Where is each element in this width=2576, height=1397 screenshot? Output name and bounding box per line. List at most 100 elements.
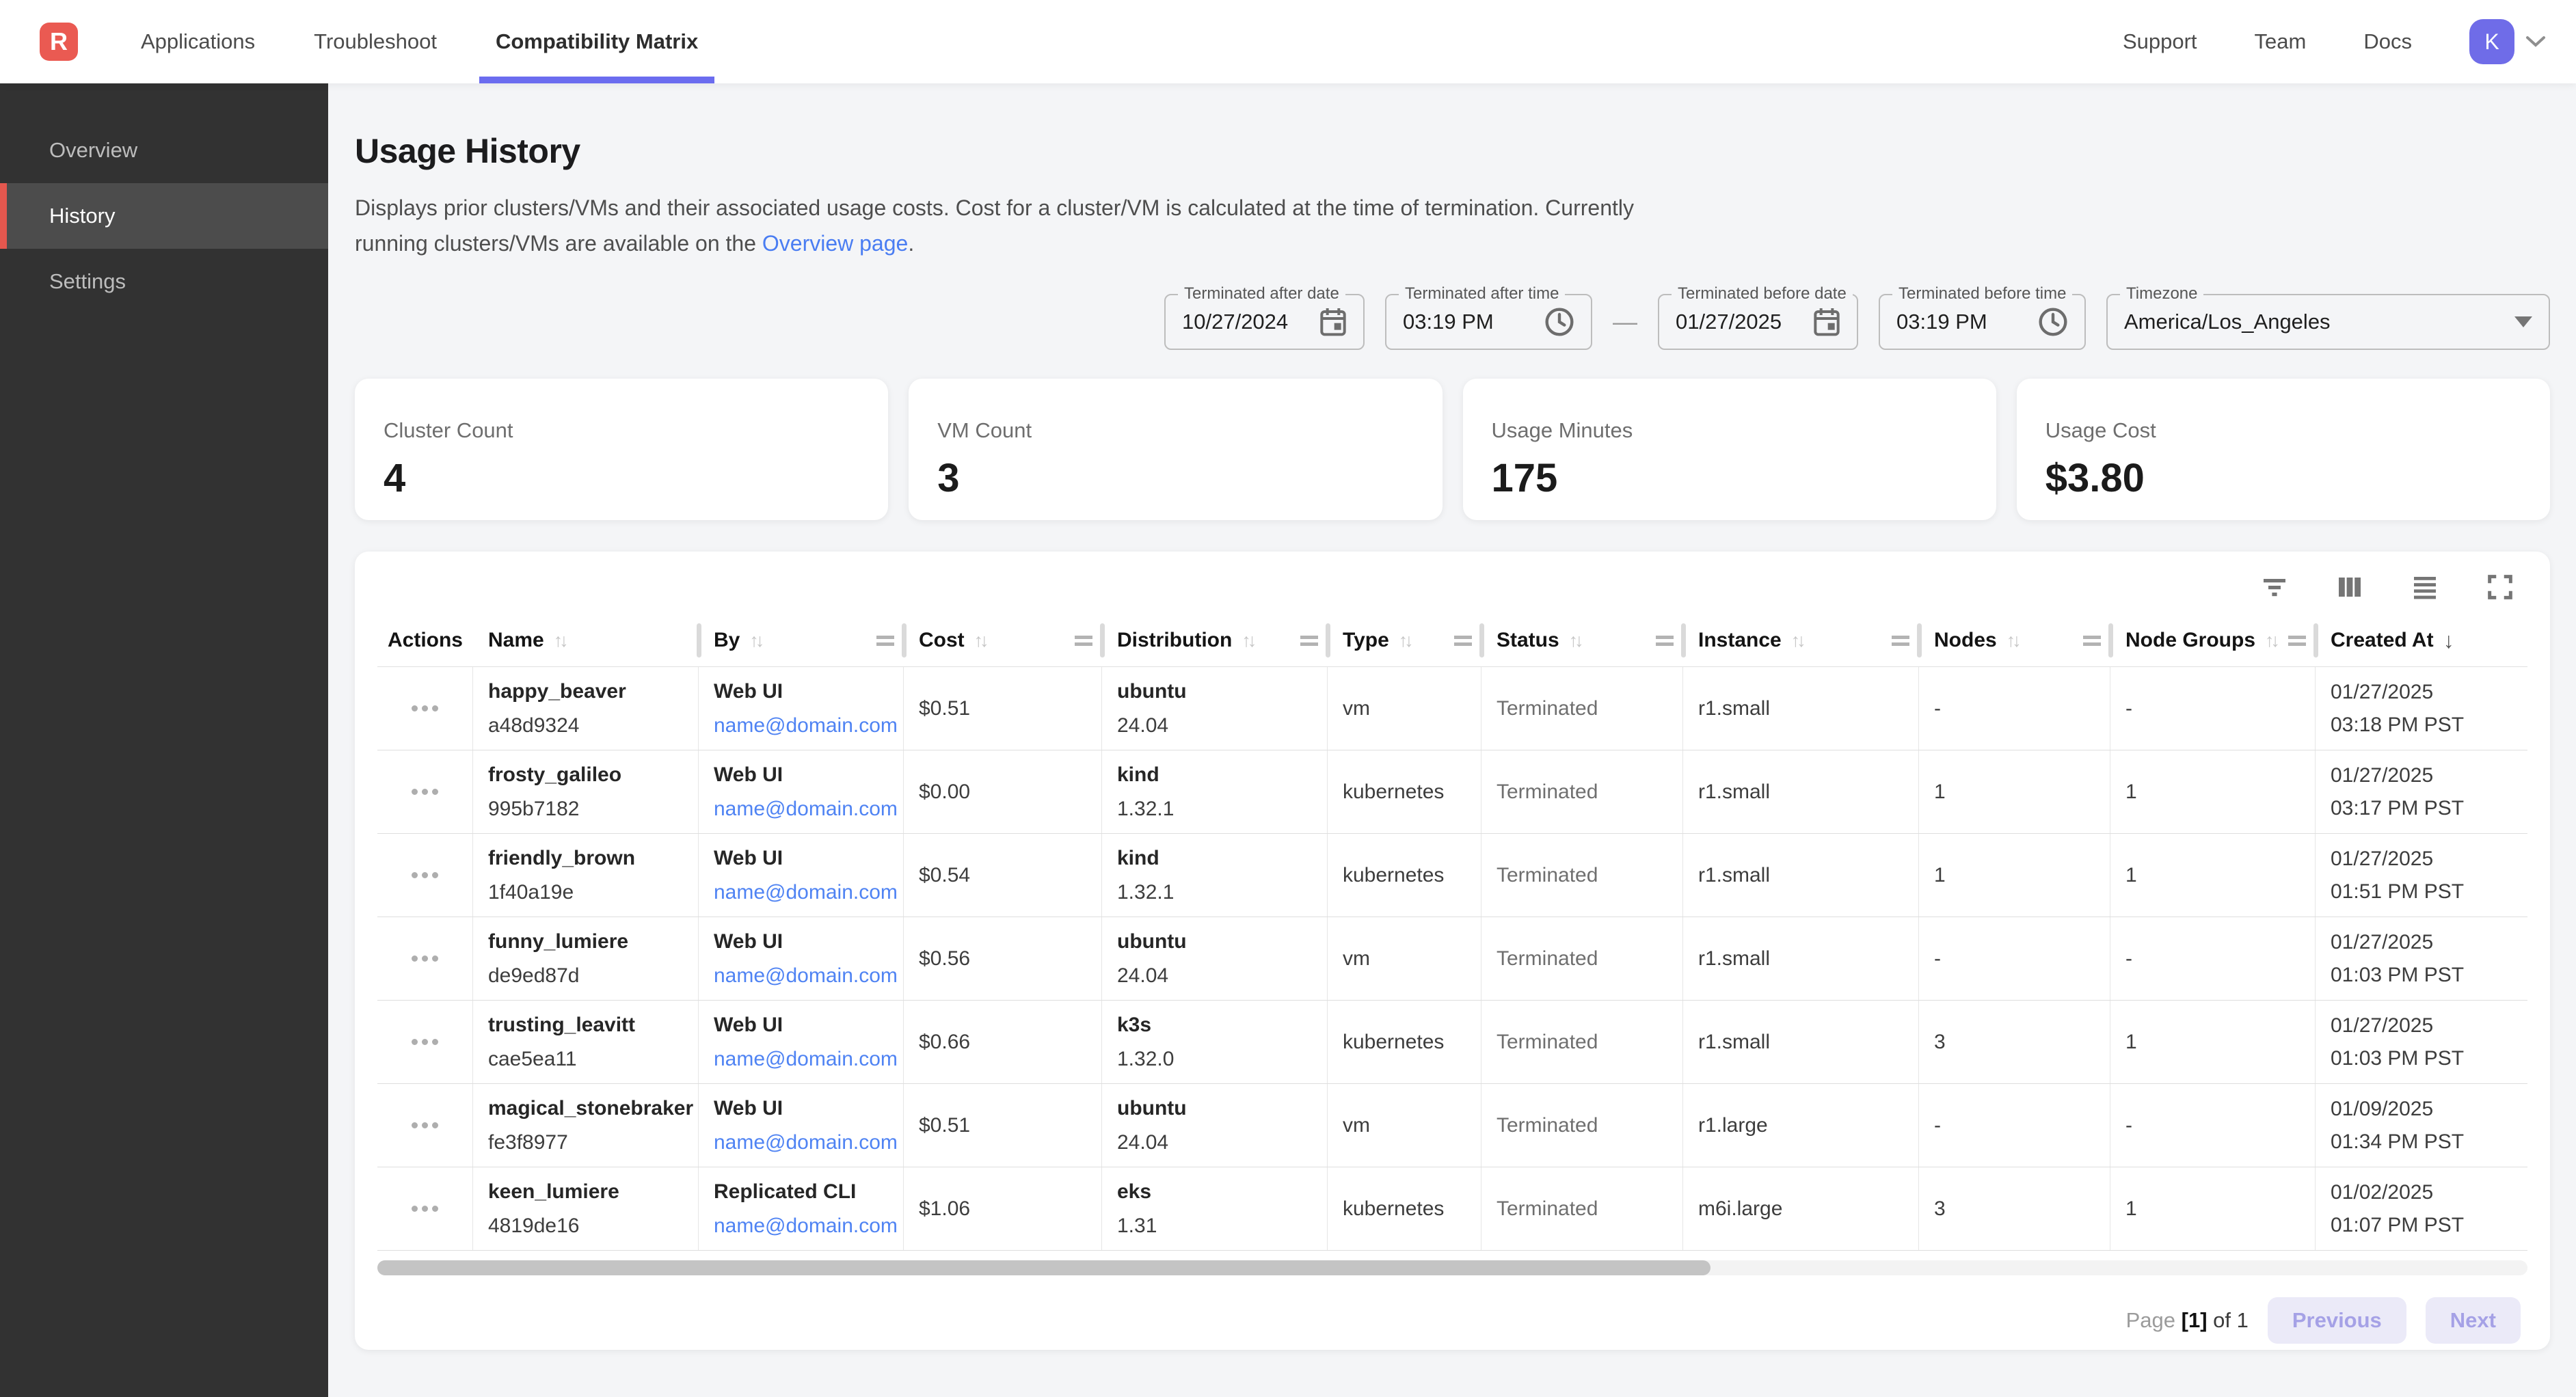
clock-icon[interactable] — [2038, 307, 2068, 337]
sidebar-item-history[interactable]: History — [0, 183, 328, 249]
column-menu-icon[interactable] — [1892, 635, 1909, 646]
column-header-nodes[interactable]: Nodes ↑↓ — [1919, 614, 2110, 666]
cost-value: $0.54 — [919, 863, 971, 886]
columns-icon[interactable] — [2332, 569, 2367, 605]
sort-icon[interactable]: ↑↓ — [2265, 629, 2280, 651]
tab-applications[interactable]: Applications — [141, 29, 256, 53]
overview-page-link[interactable]: Overview page — [762, 231, 909, 256]
column-header-status[interactable]: Status ↑↓ — [1481, 614, 1683, 666]
table-body: happy_beaver a48d9324 Web UI name@domain… — [377, 667, 2527, 1251]
sort-icon[interactable]: ↑↓ — [1568, 629, 1584, 651]
stat-card-usage-cost: Usage Cost $3.80 — [2016, 379, 2550, 520]
type-cell: vm — [1328, 917, 1481, 1000]
dot-icon — [412, 789, 418, 795]
row-actions-button[interactable] — [405, 698, 445, 718]
sort-icon[interactable]: ↑↓ — [1790, 629, 1806, 651]
sort-icon[interactable]: ↑↓ — [1398, 629, 1414, 651]
created-by-email-link[interactable]: name@domain.com — [714, 714, 898, 737]
column-menu-icon[interactable] — [1454, 635, 1472, 646]
node-groups-cell: 1 — [2110, 1001, 2316, 1083]
sort-icon[interactable]: ↑↓ — [1242, 629, 1257, 651]
field-label: Terminated before time — [1892, 284, 2073, 303]
horizontal-scrollbar-thumb[interactable] — [377, 1260, 1710, 1275]
column-header-created-at[interactable]: Created At ↓ — [2331, 627, 2454, 653]
replicated-logo-icon[interactable]: R — [40, 23, 78, 61]
clock-icon[interactable] — [1544, 307, 1574, 337]
created-by-email-link[interactable]: name@domain.com — [714, 1130, 898, 1154]
cluster-id: a48d9324 — [488, 714, 580, 737]
created-by-email-link[interactable]: name@domain.com — [714, 964, 898, 987]
sort-icon[interactable]: ↑↓ — [749, 629, 764, 651]
column-header-name[interactable]: Name ↑↓ — [473, 614, 699, 666]
column-header-cost[interactable]: Cost ↑↓ — [904, 614, 1102, 666]
by-cell: Web UI name@domain.com — [699, 750, 904, 833]
field-value: 03:19 PM — [1403, 310, 1494, 334]
column-menu-icon[interactable] — [2083, 635, 2101, 646]
node-groups-value: 1 — [2125, 780, 2137, 803]
density-icon[interactable] — [2407, 569, 2443, 605]
stat-value: $3.80 — [2045, 456, 2145, 500]
sort-desc-icon[interactable]: ↓ — [2443, 627, 2454, 653]
stat-card-vm-count: VM Count 3 — [909, 379, 1443, 520]
distribution-name: ubuntu — [1117, 679, 1187, 703]
stat-label: Usage Cost — [2045, 418, 2156, 442]
support-link[interactable]: Support — [2122, 29, 2197, 53]
avatar[interactable]: K — [2469, 19, 2514, 64]
sidebar-item-overview[interactable]: Overview — [49, 138, 138, 162]
row-actions-button[interactable] — [405, 782, 445, 802]
dot-icon — [422, 1039, 428, 1045]
description-suffix: . — [908, 231, 915, 256]
column-menu-icon[interactable] — [1656, 635, 1674, 646]
previous-page-button[interactable]: Previous — [2267, 1297, 2406, 1344]
row-actions-button[interactable] — [405, 1199, 445, 1219]
terminated-before-time-field[interactable]: Terminated before time 03:19 PM — [1879, 284, 2086, 350]
row-actions-button[interactable] — [405, 865, 445, 885]
column-header-distribution[interactable]: Distribution ↑↓ — [1102, 614, 1328, 666]
cost-value: $0.51 — [919, 1113, 971, 1137]
type-value: kubernetes — [1343, 780, 1445, 803]
fullscreen-icon[interactable] — [2482, 569, 2518, 605]
column-header-by[interactable]: By ↑↓ — [699, 614, 904, 666]
row-actions-button[interactable] — [405, 1115, 445, 1135]
created-by-email-link[interactable]: name@domain.com — [714, 797, 898, 820]
account-menu[interactable]: K — [2469, 19, 2546, 64]
sort-icon[interactable]: ↑↓ — [974, 629, 989, 651]
status-badge: Terminated — [1497, 1197, 1598, 1220]
column-header-type[interactable]: Type ↑↓ — [1328, 614, 1481, 666]
next-page-button[interactable]: Next — [2425, 1297, 2521, 1344]
created-by-email-link[interactable]: name@domain.com — [714, 880, 898, 904]
terminated-after-time-field[interactable]: Terminated after time 03:19 PM — [1385, 284, 1592, 350]
sidebar-item-settings[interactable]: Settings — [49, 269, 126, 293]
created-by-email-link[interactable]: name@domain.com — [714, 1047, 898, 1070]
horizontal-scrollbar[interactable] — [377, 1260, 2527, 1275]
nodes-cell: - — [1919, 1084, 2110, 1167]
sort-icon[interactable]: ↑↓ — [2006, 629, 2022, 651]
type-value: kubernetes — [1343, 863, 1445, 886]
terminated-after-date-field[interactable]: Terminated after date 10/27/2024 — [1164, 284, 1365, 350]
column-header-node-groups[interactable]: Node Groups ↑↓ — [2110, 614, 2316, 666]
tab-compatibility-matrix[interactable]: Compatibility Matrix — [479, 0, 715, 83]
row-actions-button[interactable] — [405, 1032, 445, 1052]
status-badge: Terminated — [1497, 780, 1598, 803]
filter-icon[interactable] — [2257, 569, 2292, 605]
docs-link[interactable]: Docs — [2363, 29, 2412, 53]
sort-icon[interactable]: ↑↓ — [553, 629, 569, 651]
calendar-icon[interactable] — [1319, 307, 1347, 337]
column-menu-icon[interactable] — [876, 635, 894, 646]
tab-troubleshoot[interactable]: Troubleshoot — [314, 29, 437, 53]
nodes-cell: 3 — [1919, 1001, 2110, 1083]
name-cell: trusting_leavitt cae5ea11 — [473, 1001, 699, 1083]
timezone-select[interactable]: Timezone America/Los_Angeles — [2106, 284, 2550, 350]
row-actions-button[interactable] — [405, 949, 445, 968]
column-menu-icon[interactable] — [2288, 635, 2306, 646]
created-by-email-link[interactable]: name@domain.com — [714, 1214, 898, 1237]
cost-cell: $0.66 — [904, 1001, 1102, 1083]
terminated-before-date-field[interactable]: Terminated before date 01/27/2025 — [1658, 284, 1858, 350]
column-menu-icon[interactable] — [1075, 635, 1092, 646]
column-header-instance[interactable]: Instance ↑↓ — [1683, 614, 1919, 666]
team-link[interactable]: Team — [2254, 29, 2307, 53]
stat-value: 4 — [384, 456, 406, 500]
column-menu-icon[interactable] — [1300, 635, 1318, 646]
calendar-icon[interactable] — [1813, 307, 1840, 337]
actions-cell — [377, 1167, 473, 1250]
